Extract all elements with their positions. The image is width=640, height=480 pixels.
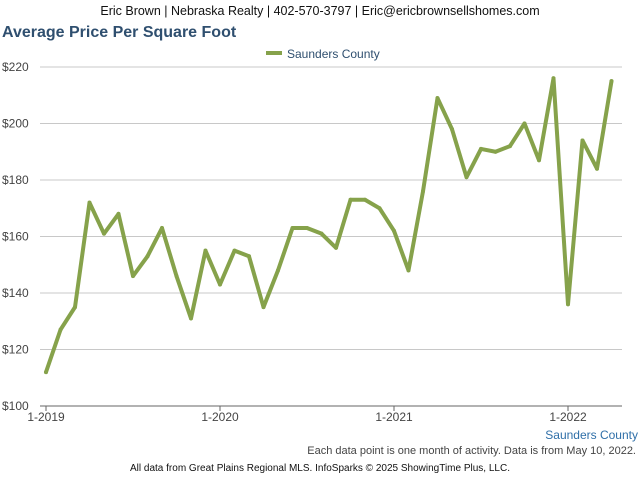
data-point	[160, 226, 164, 231]
data-point	[145, 254, 150, 259]
data-point	[609, 79, 614, 84]
data-point	[450, 127, 454, 132]
footer-credit: All data from Great Plains Regional MLS.…	[130, 463, 510, 474]
chart-title: Average Price Per Square Foot	[2, 24, 237, 41]
grid-lines	[40, 66, 622, 407]
data-point	[508, 144, 512, 149]
data-point	[218, 282, 222, 287]
data-point	[261, 305, 266, 310]
data-point	[421, 189, 425, 194]
legend-label: Saunders County	[287, 47, 380, 61]
data-point	[247, 254, 251, 259]
data-point	[174, 274, 179, 279]
data-point	[319, 231, 324, 236]
y-tick-labels: $100 $120 $140 $160 $180 $200 $220	[2, 60, 29, 413]
data-point	[348, 197, 353, 202]
data-point	[595, 166, 599, 171]
data-note: Each data point is one month of activity…	[307, 445, 636, 457]
legend: Saunders County	[266, 47, 380, 61]
data-point	[232, 248, 237, 253]
data-point	[522, 121, 527, 126]
series-layer	[44, 76, 614, 375]
data-point	[551, 76, 556, 81]
data-point	[363, 197, 367, 202]
x-tick-label: 1-2020	[201, 410, 239, 424]
data-point	[203, 248, 208, 253]
x-tick-label: 1-2021	[375, 410, 413, 424]
data-point	[479, 146, 483, 151]
data-point	[116, 211, 121, 216]
data-point	[464, 175, 469, 180]
data-point	[566, 302, 570, 307]
x-tick-label: 1-2019	[27, 410, 65, 424]
data-point	[131, 274, 135, 279]
y-tick-label: $220	[2, 60, 29, 74]
data-point	[493, 149, 498, 154]
series-line	[44, 76, 614, 375]
data-point	[290, 226, 295, 231]
data-point	[537, 158, 541, 163]
y-tick-label: $140	[2, 286, 29, 300]
data-point	[87, 200, 92, 205]
y-tick-label: $160	[2, 230, 29, 244]
data-point	[580, 138, 585, 143]
data-point	[58, 327, 63, 332]
x-tick-labels: 1-2019 1-2020 1-2021 1-2022	[27, 406, 587, 424]
data-point	[406, 268, 411, 273]
data-point	[44, 370, 48, 375]
contact-header: Eric Brown | Nebraska Realty | 402-570-3…	[100, 4, 540, 18]
data-point	[334, 245, 338, 250]
data-point	[102, 231, 106, 236]
region-label: Saunders County	[545, 428, 638, 442]
data-point	[305, 226, 309, 231]
y-tick-label: $100	[2, 399, 29, 413]
y-tick-label: $120	[2, 343, 29, 357]
y-tick-label: $180	[2, 173, 29, 187]
x-tick-label: 1-2022	[549, 410, 587, 424]
data-point	[73, 305, 77, 310]
data-point	[392, 228, 396, 233]
data-point	[189, 316, 193, 321]
data-point	[435, 96, 440, 101]
data-point	[276, 268, 280, 273]
data-point	[377, 206, 382, 211]
y-tick-label: $200	[2, 117, 29, 131]
